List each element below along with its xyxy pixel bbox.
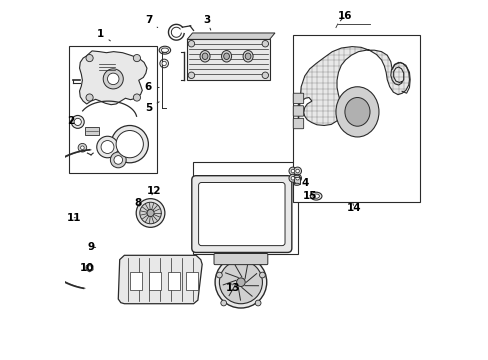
Ellipse shape (200, 50, 210, 62)
Polygon shape (297, 46, 408, 126)
Circle shape (78, 143, 86, 152)
Circle shape (288, 174, 296, 182)
Ellipse shape (293, 175, 299, 177)
Circle shape (140, 202, 161, 224)
Bar (293, 177, 299, 184)
Bar (185, 272, 197, 291)
Circle shape (215, 256, 266, 308)
FancyBboxPatch shape (198, 183, 285, 246)
Ellipse shape (335, 87, 378, 137)
Circle shape (86, 54, 93, 62)
Circle shape (162, 61, 166, 66)
Text: 10: 10 (80, 263, 94, 273)
Ellipse shape (159, 46, 170, 54)
Text: 7: 7 (144, 15, 158, 28)
Ellipse shape (293, 183, 299, 185)
Circle shape (133, 54, 140, 62)
Circle shape (133, 94, 140, 101)
Circle shape (219, 261, 262, 304)
Circle shape (101, 140, 114, 153)
Ellipse shape (243, 50, 253, 62)
Text: 8: 8 (134, 198, 141, 208)
Circle shape (110, 152, 126, 168)
FancyBboxPatch shape (293, 106, 303, 116)
Ellipse shape (221, 50, 231, 62)
Ellipse shape (161, 48, 168, 52)
Ellipse shape (312, 194, 319, 198)
Text: 1: 1 (97, 29, 110, 41)
Text: 13: 13 (225, 283, 240, 293)
Circle shape (255, 300, 261, 306)
Text: 15: 15 (303, 191, 317, 201)
Bar (69, 45, 156, 173)
Circle shape (103, 69, 123, 89)
FancyBboxPatch shape (293, 118, 303, 129)
Circle shape (111, 126, 148, 163)
FancyBboxPatch shape (214, 253, 267, 265)
Ellipse shape (244, 53, 250, 59)
Text: 3: 3 (203, 15, 210, 30)
Circle shape (81, 146, 84, 149)
Polygon shape (187, 33, 274, 40)
Text: 2: 2 (67, 116, 74, 126)
Text: 5: 5 (144, 102, 159, 113)
Polygon shape (118, 255, 202, 304)
Circle shape (86, 94, 93, 101)
Circle shape (114, 156, 122, 164)
Circle shape (288, 167, 296, 175)
Circle shape (221, 300, 226, 306)
Circle shape (188, 41, 194, 47)
Circle shape (71, 116, 84, 129)
Circle shape (107, 73, 119, 85)
Circle shape (295, 169, 299, 173)
Bar (130, 272, 142, 291)
Circle shape (236, 278, 244, 287)
Text: 9: 9 (87, 242, 96, 252)
Circle shape (147, 210, 154, 217)
FancyBboxPatch shape (293, 93, 303, 104)
Circle shape (290, 176, 294, 180)
Circle shape (87, 266, 92, 270)
Bar (168, 272, 179, 291)
Polygon shape (187, 40, 269, 80)
Text: 16: 16 (337, 11, 351, 21)
Bar (149, 272, 160, 291)
Ellipse shape (202, 53, 207, 59)
Circle shape (259, 272, 265, 278)
Circle shape (136, 199, 164, 227)
Text: 14: 14 (346, 203, 361, 213)
Circle shape (293, 167, 301, 175)
Circle shape (216, 272, 222, 278)
Circle shape (160, 59, 168, 68)
Circle shape (188, 72, 194, 78)
Bar (192, 162, 298, 253)
Ellipse shape (344, 98, 369, 126)
FancyBboxPatch shape (191, 176, 291, 252)
Circle shape (262, 72, 268, 78)
Text: 6: 6 (144, 82, 159, 93)
Polygon shape (80, 51, 147, 105)
Circle shape (74, 118, 81, 126)
Text: 12: 12 (147, 186, 161, 196)
Text: 11: 11 (67, 213, 81, 222)
Circle shape (295, 176, 299, 180)
Circle shape (293, 174, 301, 182)
Text: 4: 4 (295, 178, 308, 188)
Bar (292, 35, 419, 202)
Circle shape (290, 169, 294, 173)
Ellipse shape (310, 192, 321, 200)
Circle shape (116, 131, 143, 158)
Bar (85, 127, 99, 135)
Circle shape (262, 41, 268, 47)
Circle shape (97, 136, 118, 158)
Ellipse shape (223, 53, 229, 59)
